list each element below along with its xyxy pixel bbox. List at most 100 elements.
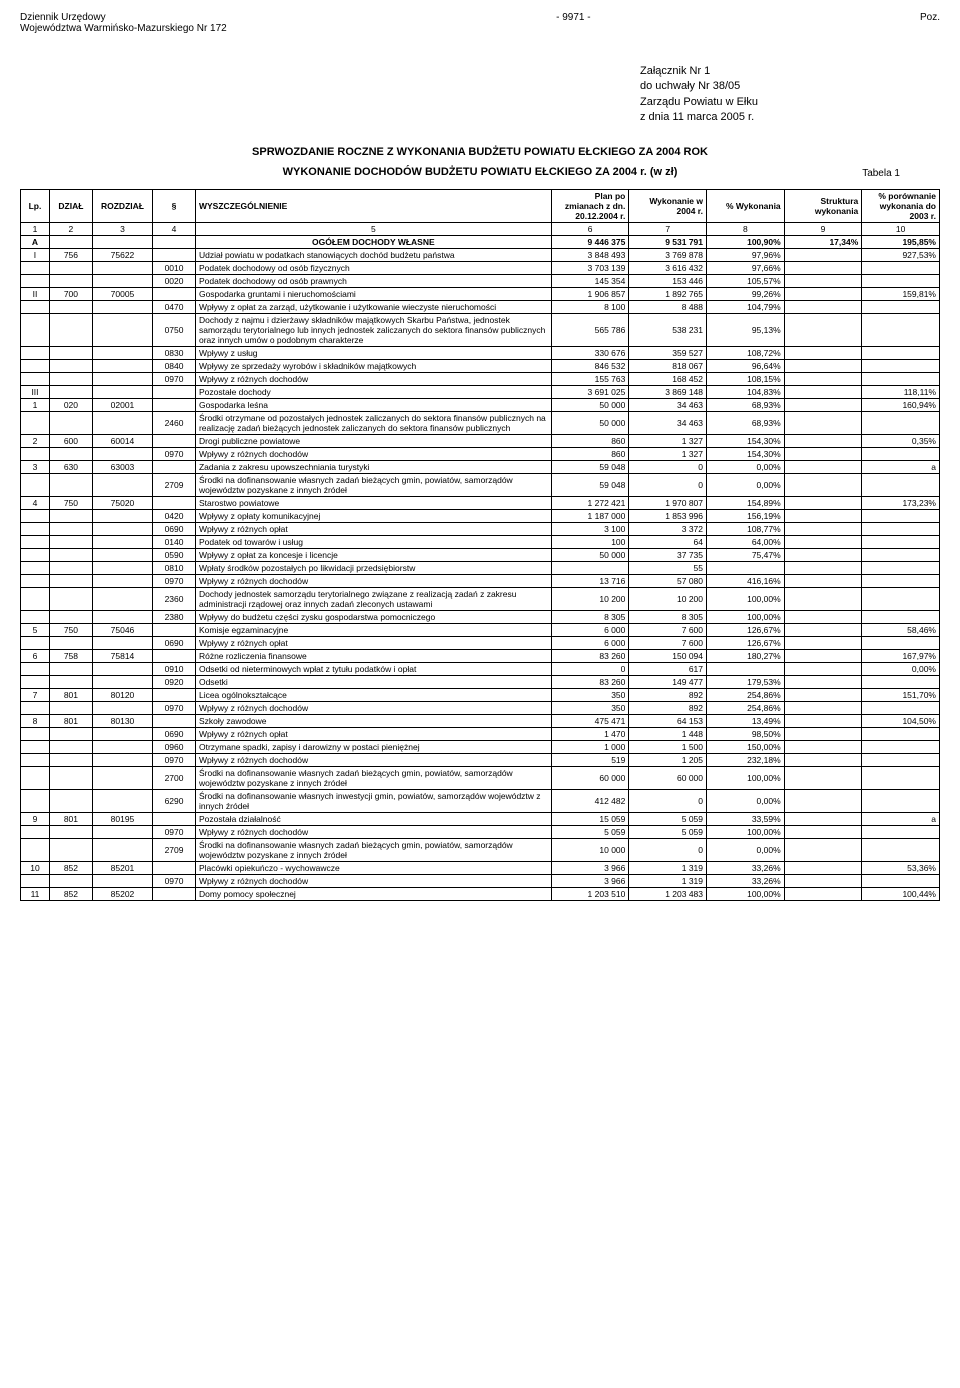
cell: [49, 235, 92, 248]
cell: [153, 385, 196, 398]
cell: [784, 766, 862, 789]
cell: [92, 587, 152, 610]
cell: [862, 473, 940, 496]
cell: Odsetki: [195, 675, 551, 688]
cell: [862, 509, 940, 522]
cell: 9 446 375: [551, 235, 629, 248]
cell: [153, 434, 196, 447]
table-row: 0010Podatek dochodowy od osób fizycznych…: [21, 261, 940, 274]
cell: [862, 274, 940, 287]
cell: 630: [49, 460, 92, 473]
cell: [49, 359, 92, 372]
cell: 519: [551, 753, 629, 766]
cell: 0,00%: [707, 838, 785, 861]
cell: 13,49%: [707, 714, 785, 727]
cell: 85201: [92, 861, 152, 874]
cell: [784, 411, 862, 434]
cell: [862, 766, 940, 789]
table-row: 475075020Starostwo powiatowe1 272 4211 9…: [21, 496, 940, 509]
cell: [784, 812, 862, 825]
cell: 53,36%: [862, 861, 940, 874]
cell: [49, 274, 92, 287]
cell: [784, 887, 862, 900]
cell: 232,18%: [707, 753, 785, 766]
cell: 3 691 025: [551, 385, 629, 398]
header-row: Lp. DZIAŁ ROZDZIAŁ § WYSZCZEGÓLNIENIE Pl…: [21, 189, 940, 222]
cell: [862, 753, 940, 766]
cell: [153, 688, 196, 701]
cell: 0970: [153, 753, 196, 766]
cell: 100,00%: [707, 610, 785, 623]
cell: [862, 522, 940, 535]
cell: [21, 636, 50, 649]
cell: Różne rozliczenia finansowe: [195, 649, 551, 662]
cell: 801: [49, 688, 92, 701]
cell: [784, 838, 862, 861]
cell: [784, 789, 862, 812]
cell: [784, 727, 862, 740]
cell: [21, 753, 50, 766]
cell: [862, 561, 940, 574]
cell: 5 059: [629, 825, 707, 838]
cell: 0750: [153, 313, 196, 346]
cell: [862, 346, 940, 359]
cell: [21, 372, 50, 385]
numcell: 8: [707, 222, 785, 235]
cell: 100,00%: [707, 887, 785, 900]
cell: [49, 610, 92, 623]
table-row: 0690Wpływy z różnych opłat3 1003 372108,…: [21, 522, 940, 535]
cell: [784, 535, 862, 548]
cell: Placówki opiekuńczo - wychowawcze: [195, 861, 551, 874]
cell: 1 203 510: [551, 887, 629, 900]
cell: 0970: [153, 447, 196, 460]
header-left: Dziennik Urzędowy Województwa Warmińsko-…: [20, 12, 227, 34]
cell: 2709: [153, 838, 196, 861]
cell: [784, 675, 862, 688]
cell: 3 966: [551, 874, 629, 887]
cell: [862, 838, 940, 861]
cell: 100,90%: [707, 235, 785, 248]
cell: [862, 874, 940, 887]
cell: [92, 753, 152, 766]
cell: 2380: [153, 610, 196, 623]
table-row: 2709Środki na dofinansowanie własnych za…: [21, 473, 940, 496]
cell: 801: [49, 714, 92, 727]
table-row: 0920Odsetki83 260149 477179,53%: [21, 675, 940, 688]
cell: 108,72%: [707, 346, 785, 359]
cell: Środki na dofinansowanie własnych zadań …: [195, 766, 551, 789]
cell: 0010: [153, 261, 196, 274]
cell: [707, 662, 785, 675]
table-row: 0970Wpływy z różnych dochodów3 9661 3193…: [21, 874, 940, 887]
cell: [49, 789, 92, 812]
cell: 600: [49, 434, 92, 447]
cell: 892: [629, 688, 707, 701]
cell: Udział powiatu w podatkach stanowiących …: [195, 248, 551, 261]
cell: 63003: [92, 460, 152, 473]
cell: [49, 838, 92, 861]
col-rozdzial: ROZDZIAŁ: [92, 189, 152, 222]
cell: [49, 300, 92, 313]
cell: [862, 574, 940, 587]
cell: 0470: [153, 300, 196, 313]
table-row: 0910Odsetki od nieterminowych wpłat z ty…: [21, 662, 940, 675]
cell: 159,81%: [862, 287, 940, 300]
table-row: IIIPozostałe dochody3 691 0253 869 14810…: [21, 385, 940, 398]
cell: [49, 447, 92, 460]
cell: [784, 874, 862, 887]
cell: 153 446: [629, 274, 707, 287]
cell: 108,15%: [707, 372, 785, 385]
cell: [153, 714, 196, 727]
col-lp: Lp.: [21, 189, 50, 222]
cell: Wpływy z różnych dochodów: [195, 874, 551, 887]
cell: [784, 473, 862, 496]
cell: Podatek dochodowy od osób prawnych: [195, 274, 551, 287]
cell: [784, 753, 862, 766]
table-row: 2460Środki otrzymane od pozostałych jedn…: [21, 411, 940, 434]
cell: [784, 434, 862, 447]
cell: [784, 662, 862, 675]
cell: [21, 509, 50, 522]
cell: 9 531 791: [629, 235, 707, 248]
cell: Wpływy z różnych opłat: [195, 636, 551, 649]
cell: [21, 274, 50, 287]
cell: 8 305: [551, 610, 629, 623]
